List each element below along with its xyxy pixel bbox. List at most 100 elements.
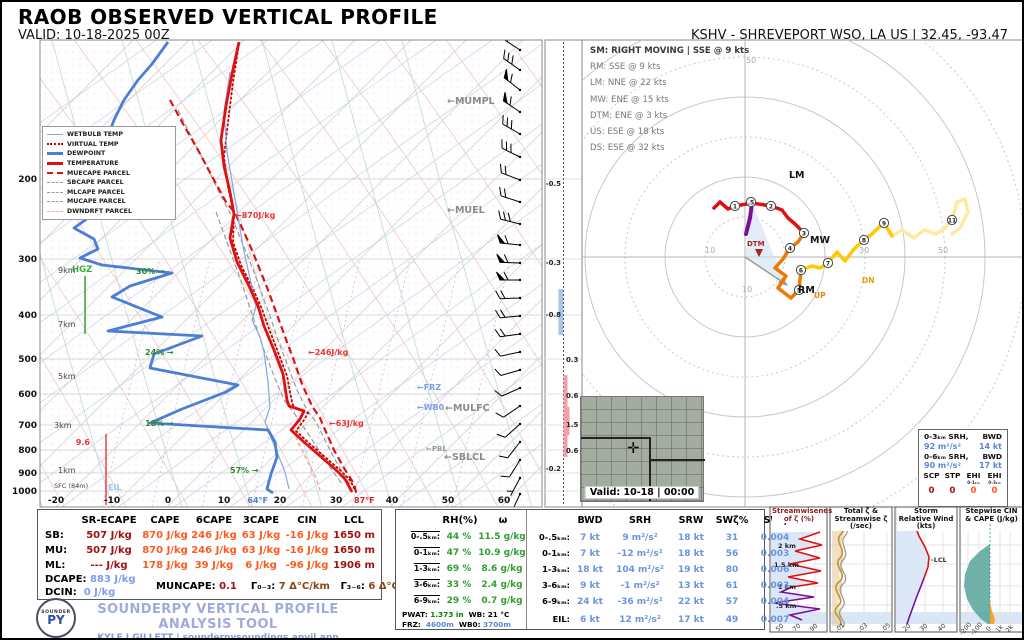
legend-item: MUECAPE PARCEL [47, 168, 171, 178]
muel-label: ←MUEL [447, 205, 485, 216]
pressure-tick: 400 [18, 311, 37, 321]
pressure-axis: 200 300 400 500 600 700 800 900 1000 [12, 175, 37, 497]
omega-value: -0.3 [546, 259, 561, 267]
state-border [581, 437, 651, 439]
muecape-line-icon [47, 172, 63, 175]
temp-tick: 0 [165, 496, 171, 506]
wb0-label: ←WB0 [417, 403, 445, 412]
pressure-gridlines [40, 178, 542, 492]
height-marker: 5 [797, 287, 801, 294]
dtm-label: DTM [747, 240, 765, 248]
height-marker: 6 [799, 267, 803, 274]
col-header: SWζ% [715, 515, 749, 526]
temp-tick: 60 [498, 496, 511, 506]
kinematics-row: 3-6ₖₘ: 9 kt -1 m²/s² 13 kt 61 0.003 [542, 580, 790, 591]
wind-barb-icon [499, 49, 526, 72]
wetbulb-line-icon [47, 134, 63, 136]
srh-0-6-value: 90 m²/s² [924, 461, 961, 470]
wind-barb-column [494, 40, 526, 507]
kinematics-row: 0-.5ₖₘ: 7 kt 9 m²/s² 18 kt 31 0.004 [538, 532, 790, 543]
tick: .01 [834, 622, 846, 634]
tool-title: SOUNDERPY VERTICAL PROFILE ANALYSIS TOOL [97, 602, 339, 632]
col-header: SRH [628, 515, 652, 526]
ehi03-value: 0 [991, 486, 998, 496]
wind-barb-icon [494, 343, 522, 358]
rh-18-label: 18% → [145, 419, 174, 428]
wind-barb-icon [506, 491, 522, 507]
ring-label: 50 [938, 246, 948, 255]
tick: .03 [857, 622, 869, 634]
legend-item: WETBULB TEMP [47, 130, 171, 140]
cell: 1906 m [333, 560, 375, 571]
srh-bwd-inset: 0-3ₖₘ SRH, BWD 92 m²/s² 14 kt 0-6ₖₘ SRH, BW… [918, 429, 1008, 507]
total-zeta-line [834, 509, 845, 627]
wind-barb-icon [494, 361, 522, 378]
moisture-row: 0-.5ₖₘ: 44 % 11.5 g/kg [410, 532, 526, 542]
omega-value: 1.5 [566, 421, 579, 429]
mlcape-parcel-trace [215, 211, 343, 485]
wind-barb-icon [496, 417, 522, 441]
cell: --- J/kg [90, 560, 128, 571]
col-header: LCL [343, 515, 365, 526]
wind-barb-icon [496, 186, 523, 204]
cell: 246 J/kg [191, 530, 237, 541]
wind-barb-icon [505, 474, 522, 497]
tick: 20 [902, 623, 913, 634]
pressure-tick: 600 [18, 390, 37, 400]
srw-line-lower [906, 577, 925, 625]
col-header: SR-ECAPE [81, 515, 137, 526]
legend-item: TEMPERATURE [47, 159, 171, 169]
pressure-tick: 700 [18, 421, 37, 431]
cell: 1650 m [333, 530, 375, 541]
surface-temp-label: 87°F [354, 496, 375, 505]
moisture-row: 0-1ₖₘ: 47 % 10.9 g/kg [413, 548, 526, 558]
kinematics-header: BWD SRH SRW SWζ% SWζ [526, 515, 798, 526]
bwd-0-3-value: 14 kt [978, 441, 1002, 451]
footer: SOUNDERPY VERTICAL PROFILE ANALYSIS TOOL… [62, 602, 374, 638]
ehi03-header: EHI 0-3ₖₘ [987, 471, 1002, 485]
hodograph-panel: 10 10 30 50 50 [581, 39, 1022, 508]
streamwiseness-fill [771, 532, 822, 620]
tick: 0 [985, 625, 993, 633]
wind-barb-icon [496, 271, 522, 282]
p1-height-label: .5 km [776, 602, 797, 610]
height-marker: 4 [788, 245, 792, 252]
motion-line: DTM: ENE @ 3 kts [590, 110, 668, 121]
cell: -16 J/kg [285, 545, 329, 556]
cell: 1650 m [333, 545, 375, 556]
muncape-lapse-row: MUNCAPE: 0.1 Γ₀₋₃: 7 Δ°C/km Γ₃₋₆: 6 Δ°C/… [156, 581, 420, 592]
temperature-trace [219, 41, 354, 493]
pressure-tick: 1000 [12, 487, 37, 497]
tick: 50 [775, 623, 786, 634]
rh-30-label: 30% → [136, 267, 165, 276]
sbcape-line-icon [47, 182, 63, 184]
logo-text-py: PY [47, 613, 65, 627]
omega-value: -0.5 [546, 180, 561, 188]
page-title: RAOB OBSERVED VERTICAL PROFILE [18, 5, 438, 29]
rh-header: RH(%) [442, 515, 478, 526]
height-label: 9km [58, 266, 76, 275]
omega-header: ω [498, 515, 508, 526]
srw-fill [896, 508, 929, 624]
col-header: CIN [297, 515, 317, 526]
scp-header: SCP [923, 471, 940, 480]
col-header: BWD [577, 515, 603, 526]
trace-9km-plus [890, 197, 970, 240]
streamwiseness-line-upper [787, 531, 823, 588]
kinematics-row: 6-9ₖₘ: 24 kt -36 m²/s² 22 kt 57 0.004 [542, 596, 790, 607]
row-label: MU: [45, 545, 68, 556]
wind-barb-icon [499, 40, 525, 52]
motion-line: DS: ESE @ 32 kts [590, 143, 665, 154]
cape-246-label: ←246J/kg [308, 348, 349, 357]
map-valid-label: Valid: 10-18 | 00:00 [584, 486, 700, 499]
legend-item: DEWPOINT [47, 149, 171, 159]
temp-axis: -20 -10 0 10 20 30 40 50 60 [48, 496, 510, 506]
wind-barb-icon [494, 325, 522, 338]
height-label: 5km [58, 372, 76, 381]
omega-value: 0.3 [566, 356, 579, 364]
kinematics-row: EIL: 6 kt 12 m²/s² 17 kt 49 0.007 [552, 614, 790, 625]
wind-barb-icon [500, 91, 525, 114]
hodo-ring-labels: 10 10 30 50 50 [705, 56, 948, 294]
height-marker: 2 [769, 203, 773, 210]
motion-line: MW: ENE @ 15 kts [590, 94, 669, 105]
